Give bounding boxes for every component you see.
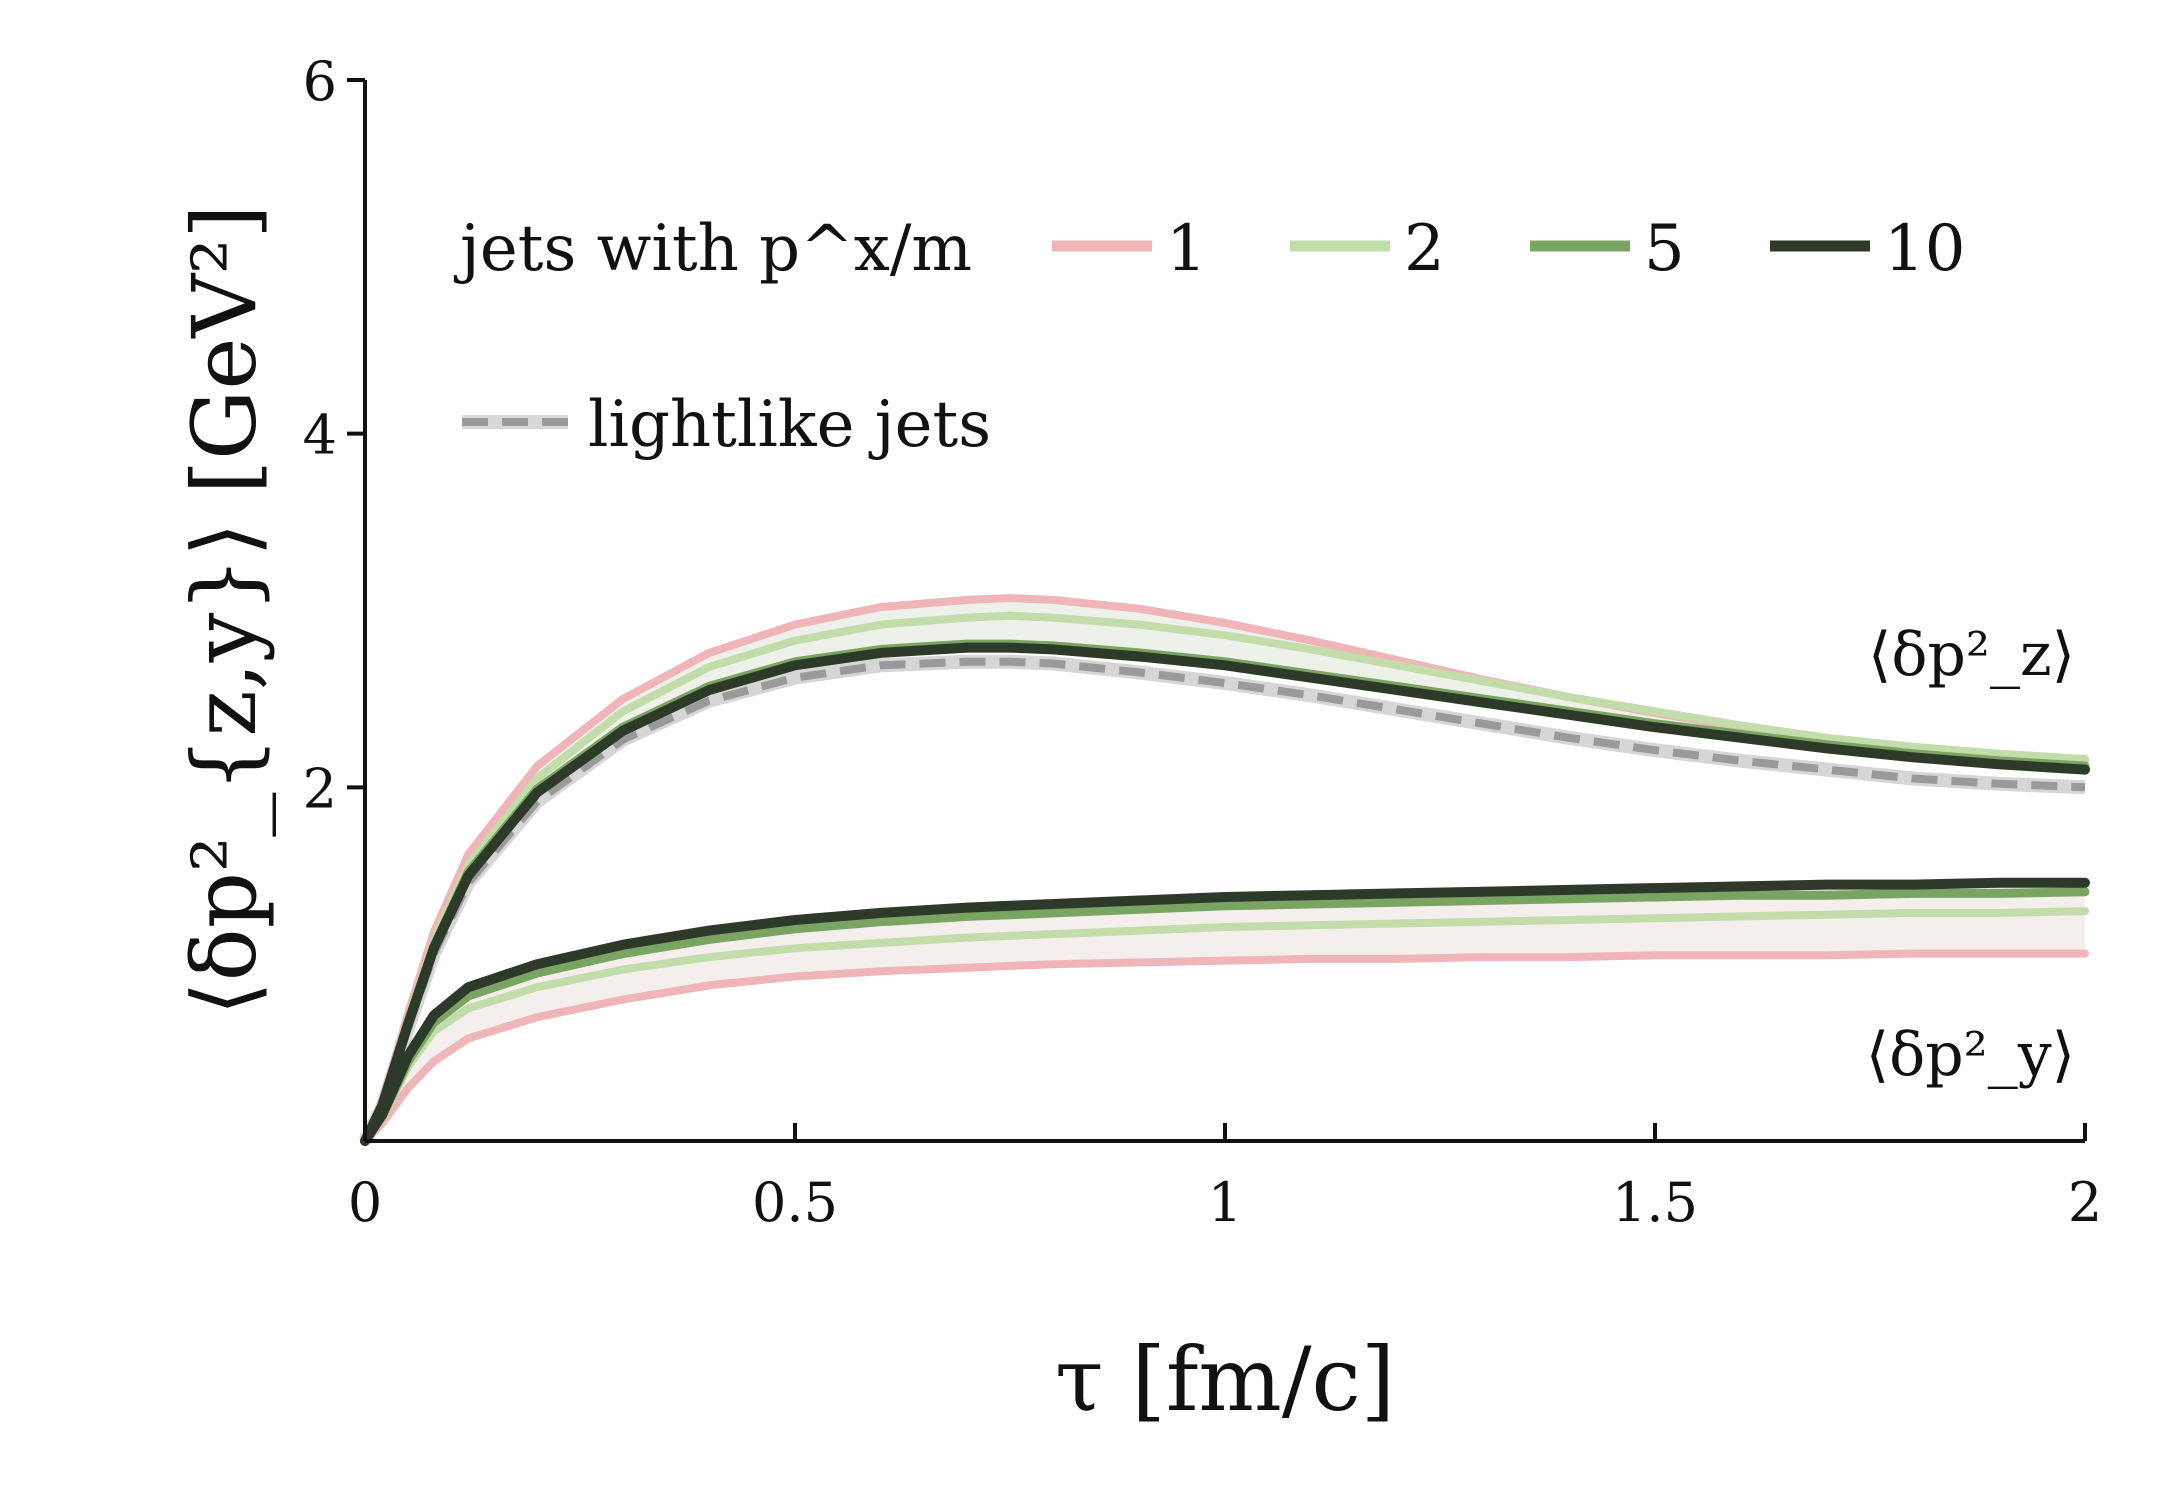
band-y xyxy=(365,882,2085,1141)
y-tick-label-2: 2 xyxy=(303,757,337,820)
legend-label-lightlike: lightlike jets xyxy=(588,388,991,462)
line-z-10 xyxy=(360,642,2090,1146)
line-y-10 xyxy=(360,877,2090,1146)
legend-label-2: 2 xyxy=(1404,212,1445,286)
line-y-5 xyxy=(360,887,2090,1146)
series-lines xyxy=(358,594,2090,1146)
legend-label-1: 1 xyxy=(1166,212,1207,286)
y-axis-title: ⟨δp²_{z,y}⟩ [GeV²] xyxy=(173,204,276,1015)
legend-title: jets with p^x/m xyxy=(453,212,972,286)
axis-ticks: 0 0.5 1 1.5 2 2 4 6 xyxy=(303,50,2103,1234)
x-tick-label-1.5: 1.5 xyxy=(1612,1171,1698,1234)
x-tick-label-0.5: 0.5 xyxy=(752,1171,838,1234)
y-tick-label-6: 6 xyxy=(303,50,337,113)
annotation-z: ⟨δp²_z⟩ xyxy=(1868,620,2075,690)
annotation-y: ⟨δp²_y⟩ xyxy=(1866,1020,2075,1090)
y-tick-label-4: 4 xyxy=(303,404,337,467)
x-tick-label-0: 0 xyxy=(348,1171,382,1234)
legend-label-5: 5 xyxy=(1644,212,1685,286)
line-z-lightlike xyxy=(361,657,2086,1143)
line-y-1 xyxy=(361,949,2089,1145)
line-y-2 xyxy=(361,907,2089,1145)
x-tick-label-2: 2 xyxy=(2068,1171,2102,1234)
legend-label-10: 10 xyxy=(1884,212,1965,286)
x-tick-label-1: 1 xyxy=(1208,1171,1242,1234)
line-z-2 xyxy=(361,611,2089,1145)
x-axis-title: τ [fm/c] xyxy=(1055,1328,1395,1431)
legend: jets with p^x/m 1 2 5 10 lightlike jets xyxy=(453,212,1965,462)
